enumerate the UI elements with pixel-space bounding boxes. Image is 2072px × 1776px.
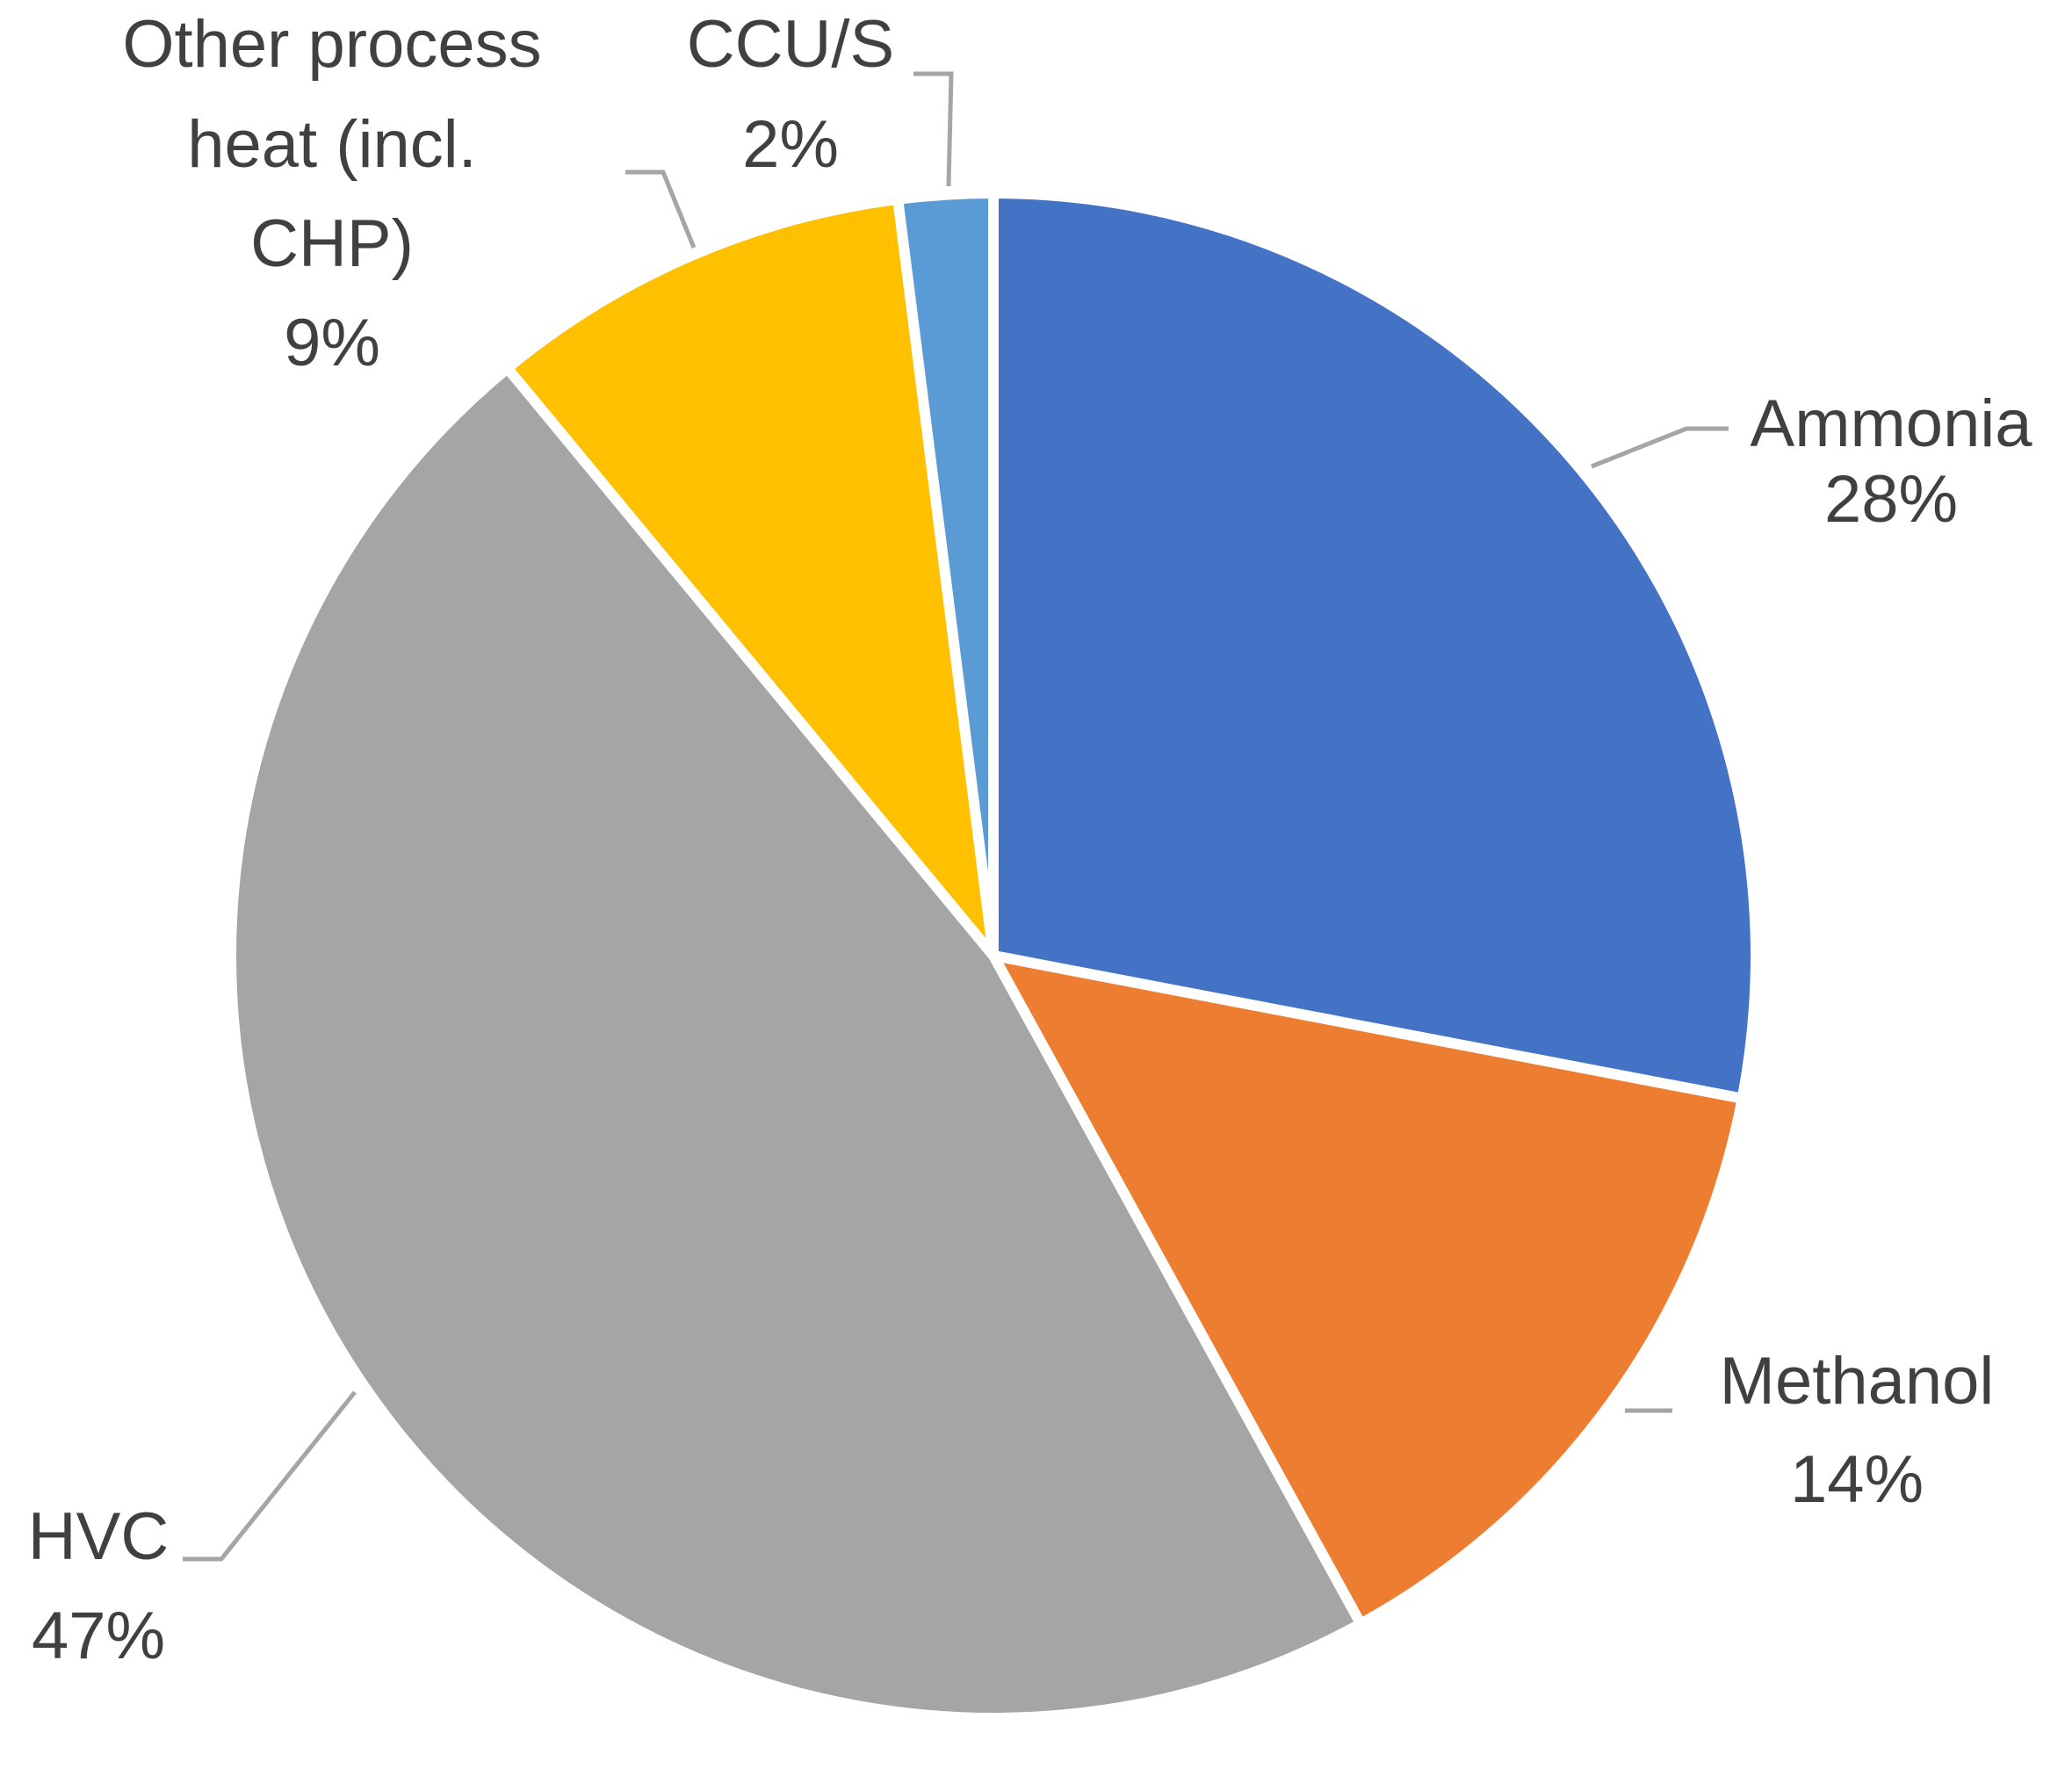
pie-slice-other-process-heat-incl-chp [502,193,999,961]
label-other-process-heat-line2: heat (incl. [187,107,477,182]
leader-line-other-process-heat [625,170,697,249]
leader-line-ammonia [1591,426,1729,469]
label-other-process-heat-line1: Other process [122,7,541,82]
label-methanol-pct: 14% [1790,1442,1924,1517]
label-other-process-heat-pct: 9% [284,306,380,380]
pie-slice-ammonia [988,188,1761,1104]
label-other-process-heat-line3: CHP) [250,206,414,281]
label-ccus-name: CCU/S [687,7,894,82]
pie-slices [226,188,1761,1723]
label-hvc-pct: 47% [32,1599,165,1673]
label-ammonia-pct: 28% [1824,462,1958,537]
leader-line-hvc [183,1390,357,1562]
leader-line-ccus [913,71,954,187]
pie-slice-ccu-s [892,188,999,961]
label-hvc-name: HVC [28,1499,169,1574]
pie-slice-hvc [226,363,1367,1723]
leader-lines [183,71,1729,1562]
label-methanol-name: Methanol [1720,1344,1995,1419]
label-ccus-pct: 2% [742,107,839,182]
pie-slice-methanol [988,950,1748,1629]
data-labels: Ammonia 28% Methanol 14% HVC 47% Other p… [28,7,2032,1673]
label-ammonia-name: Ammonia [1751,386,2033,461]
